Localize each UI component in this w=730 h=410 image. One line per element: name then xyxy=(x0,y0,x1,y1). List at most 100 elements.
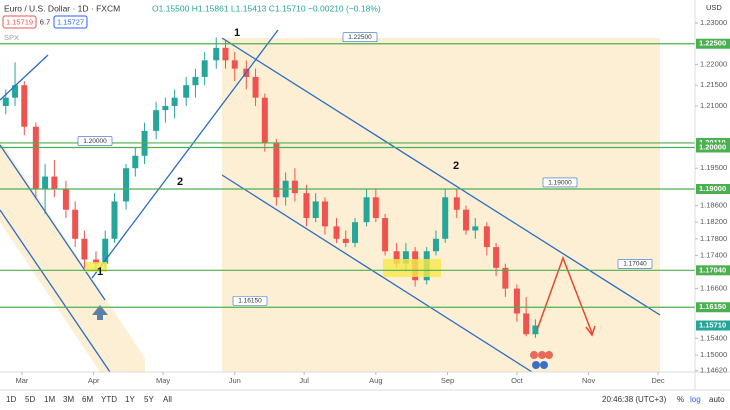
x-tick-label: Apr xyxy=(88,376,100,385)
y-tick-label: 1.21000 xyxy=(700,101,727,110)
y-tick-label: 1.15000 xyxy=(700,350,727,359)
range-button[interactable]: All xyxy=(163,395,172,404)
candle-body xyxy=(393,251,400,264)
axis-level-tag xyxy=(696,265,730,276)
candle-body xyxy=(372,197,379,219)
range-button[interactable]: 6M xyxy=(82,395,93,404)
range-button[interactable]: 1M xyxy=(44,395,55,404)
candle-body xyxy=(12,85,19,98)
candle-body xyxy=(291,180,298,194)
indicator[interactable]: SPX xyxy=(4,33,19,42)
axis-level-label: 1.19000 xyxy=(699,184,726,193)
x-tick-label: Dec xyxy=(651,376,665,385)
trend-line xyxy=(0,54,49,101)
auto-toggle[interactable]: auto xyxy=(709,395,725,404)
candle-body xyxy=(432,238,439,252)
candle-body xyxy=(111,201,118,239)
sell-box[interactable] xyxy=(2,15,37,29)
axis-level-label: 1.20110 xyxy=(699,138,726,147)
candle-body xyxy=(162,105,169,111)
range-button[interactable]: 5Y xyxy=(144,395,154,404)
x-tick-label: Mar xyxy=(16,376,29,385)
candle-body xyxy=(32,126,39,189)
x-tick-label: Sep xyxy=(441,376,454,385)
candle-body xyxy=(213,47,220,61)
candle-body xyxy=(183,85,190,98)
candle-body xyxy=(201,60,208,77)
candle-body xyxy=(453,197,460,210)
axes: 1.23000 1.22000 1.21500 1.21000 1.19500 1.186… xyxy=(6,18,730,404)
candle-body xyxy=(153,110,160,131)
candle-body xyxy=(123,168,130,202)
level-tag-label: 1.22500 xyxy=(348,34,372,41)
clock: 20:46:38 (UTC+3) xyxy=(602,395,667,404)
candle-body xyxy=(192,76,199,86)
axis-level-label: 1.17040 xyxy=(699,265,726,274)
event-icon xyxy=(532,361,540,369)
range-button[interactable]: 3M xyxy=(63,395,74,404)
y-tick-label: 1.22000 xyxy=(700,59,727,68)
annotation: 1 xyxy=(234,27,240,39)
y-tick-label: 1.19500 xyxy=(700,163,727,172)
candle-body xyxy=(231,60,238,69)
event-icons xyxy=(530,351,553,369)
event-icon xyxy=(540,361,548,369)
highlight xyxy=(383,259,441,277)
annotation: 1 xyxy=(97,266,103,278)
last-price-tag xyxy=(696,320,730,331)
candle-body xyxy=(352,222,359,243)
up-arrow-icon xyxy=(92,305,108,320)
level-tag xyxy=(232,295,268,306)
candle-body xyxy=(493,247,500,268)
x-tick-label: Jun xyxy=(229,376,241,385)
annotation: 2 xyxy=(453,160,459,172)
candle-body xyxy=(303,193,310,219)
candle-body xyxy=(483,226,490,248)
level-tag-label: 1.17040 xyxy=(623,261,647,268)
x-tick-label: Jul xyxy=(299,376,309,385)
percent-toggle[interactable]: % xyxy=(677,395,684,404)
axis-level-tag xyxy=(696,142,730,153)
level-tag xyxy=(342,32,378,43)
trend-lines xyxy=(0,29,661,373)
candle-body xyxy=(132,155,139,169)
range-button[interactable]: 1D xyxy=(6,395,16,404)
axis-level-label: 1.22500 xyxy=(699,39,726,48)
candle-body xyxy=(42,176,49,189)
candle-body xyxy=(321,201,328,227)
channel-left xyxy=(0,144,106,301)
level-tag-label: 1.16150 xyxy=(238,298,262,305)
y-tick-label: 1.18200 xyxy=(700,217,727,226)
x-tick-label: Oct xyxy=(511,376,524,385)
range-button[interactable]: 1Y xyxy=(125,395,135,404)
buy-box[interactable] xyxy=(53,15,88,29)
shaded-region xyxy=(222,38,660,372)
candle-body xyxy=(21,85,28,127)
overlay: 1.22500 1.20000 1.19000 1.17040 1.16150 1 2 2 1 xyxy=(0,27,695,308)
bid[interactable]: 1.15719 xyxy=(6,17,33,26)
currency[interactable]: USD xyxy=(706,3,722,12)
axis-level-label: 1.20000 xyxy=(699,142,726,151)
candle-body xyxy=(102,238,109,264)
level-tag-label: 1.19000 xyxy=(548,179,572,186)
candle-body xyxy=(333,226,340,239)
y-tick-label: 1.17800 xyxy=(700,234,727,243)
channel-upper xyxy=(221,37,661,316)
candle-body xyxy=(342,238,349,243)
level-tag xyxy=(617,259,653,269)
x-tick-label: May xyxy=(156,376,170,385)
channel-lower xyxy=(221,174,533,373)
arrow-head xyxy=(585,325,596,337)
x-tick-label: Nov xyxy=(582,376,596,385)
ask[interactable]: 1.15727 xyxy=(57,17,84,26)
candle-body xyxy=(463,209,470,231)
level-tag-label: 1.20000 xyxy=(83,138,107,145)
candle-body xyxy=(502,267,509,289)
axis-level-label: 1.16150 xyxy=(699,302,726,311)
range-button[interactable]: 5D xyxy=(25,395,35,404)
log-toggle[interactable]: log xyxy=(690,395,701,404)
candle-body xyxy=(51,176,58,189)
annotation: 2 xyxy=(177,176,183,188)
range-button[interactable]: YTD xyxy=(101,395,117,404)
